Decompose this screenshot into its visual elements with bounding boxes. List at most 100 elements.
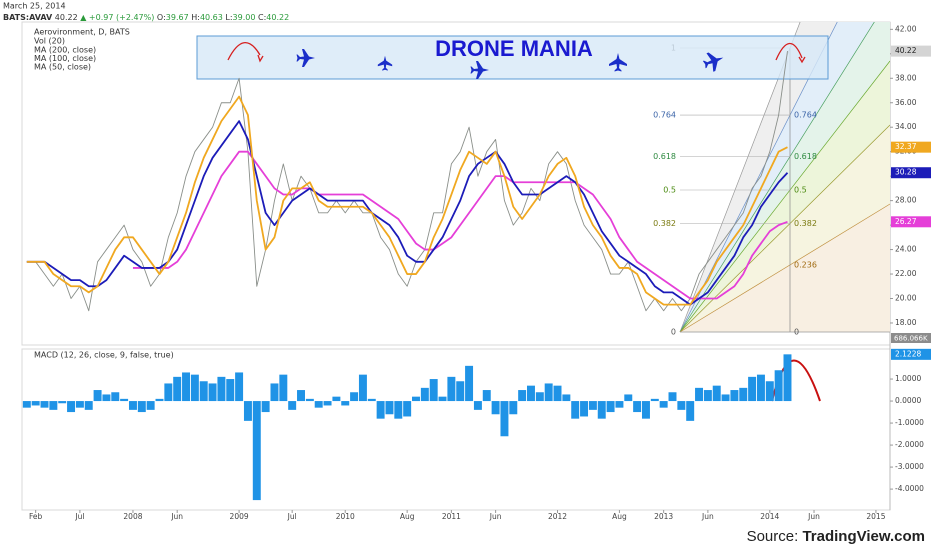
macd-bar bbox=[102, 394, 111, 402]
last-value-label: 32.37 bbox=[895, 142, 917, 151]
macd-bar bbox=[721, 394, 730, 402]
macd-bar bbox=[482, 390, 491, 402]
annotation-arc bbox=[775, 42, 803, 61]
macd-bar bbox=[695, 387, 704, 402]
macd-bar bbox=[730, 390, 739, 402]
macd-bar bbox=[703, 390, 712, 402]
macd-bar bbox=[491, 401, 500, 415]
ohlc-label: L: bbox=[225, 13, 232, 22]
macd-bar bbox=[243, 401, 252, 421]
fib-label: 0.618 bbox=[794, 152, 817, 161]
macd-bar bbox=[93, 390, 102, 402]
last-value-label: 26.27 bbox=[895, 217, 917, 226]
fib-fan bbox=[679, 22, 890, 333]
price-line bbox=[26, 51, 788, 312]
y-tick-label: 28.00 bbox=[895, 196, 917, 205]
volume-badge bbox=[891, 333, 931, 343]
macd-bar bbox=[252, 401, 261, 501]
macd-bar bbox=[438, 396, 447, 402]
macd-bar bbox=[783, 354, 792, 402]
ohlc-value: 39.00 bbox=[233, 13, 256, 22]
last-value-badge bbox=[891, 216, 931, 228]
x-tick-label: 2015 bbox=[866, 512, 885, 521]
macd-bar bbox=[756, 374, 765, 402]
macd-bar bbox=[261, 401, 270, 413]
x-tick-label: 2008 bbox=[123, 512, 142, 521]
volume-last: 686.066K bbox=[894, 335, 928, 343]
macd-bar bbox=[748, 376, 757, 402]
macd-bar bbox=[544, 383, 553, 402]
macd-bar bbox=[774, 370, 783, 402]
macd-bar bbox=[341, 401, 350, 406]
legend-entry: MA (50, close) bbox=[34, 63, 91, 72]
macd-bar bbox=[615, 401, 624, 408]
macd-bar bbox=[84, 401, 93, 410]
macd-bar bbox=[111, 392, 120, 402]
ma-line bbox=[132, 150, 788, 300]
macd-bar bbox=[571, 401, 580, 419]
y-tick-label: -2.0000 bbox=[895, 440, 924, 449]
y-tick-label: 42.00 bbox=[895, 24, 917, 33]
macd-bar bbox=[633, 401, 642, 413]
y-tick-label: 1.0000 bbox=[895, 374, 921, 383]
macd-bar bbox=[217, 376, 226, 402]
macd-bar bbox=[199, 381, 208, 402]
macd-bar bbox=[624, 394, 633, 402]
macd-bar bbox=[22, 401, 31, 408]
macd-bar bbox=[659, 401, 668, 408]
macd-bar bbox=[297, 390, 305, 402]
macd-bar bbox=[473, 401, 482, 410]
fib-label: 0 bbox=[794, 328, 799, 337]
fib-label: 0 bbox=[671, 328, 676, 337]
macd-bar bbox=[686, 401, 695, 421]
ma-line bbox=[26, 120, 789, 306]
fib-label: 0.5 bbox=[663, 186, 676, 195]
macd-bar bbox=[650, 398, 659, 402]
macd-bar bbox=[350, 392, 359, 402]
macd-bar bbox=[456, 381, 465, 402]
x-tick-label: Jun bbox=[701, 512, 714, 521]
macd-bar bbox=[765, 381, 774, 402]
macd-bar bbox=[128, 401, 137, 410]
y-tick-label: -3.0000 bbox=[895, 462, 924, 471]
macd-bar bbox=[182, 372, 191, 402]
fib-label: 0.764 bbox=[653, 111, 676, 120]
macd-bar bbox=[190, 374, 199, 402]
macd-bar bbox=[270, 383, 279, 402]
macd-bar bbox=[332, 396, 341, 402]
macd-bar bbox=[31, 401, 40, 406]
macd-bar bbox=[75, 401, 84, 408]
x-tick-label: 2012 bbox=[548, 512, 567, 521]
macd-bar bbox=[67, 401, 76, 413]
y-tick-label: 18.00 bbox=[895, 318, 917, 327]
macd-bar bbox=[518, 390, 527, 402]
last-value-label: 2.1228 bbox=[895, 349, 921, 358]
symbol: BATS:AVAV bbox=[3, 13, 53, 22]
ohlc-value: 40.22 bbox=[266, 13, 289, 22]
annotation-arrow bbox=[257, 54, 264, 63]
ohlc-value: 40.63 bbox=[200, 13, 223, 22]
macd-bar bbox=[677, 401, 686, 410]
y-tick-label: 38.00 bbox=[895, 73, 917, 82]
header-date: March 25, 2014 bbox=[3, 2, 66, 11]
x-tick-label: Jul bbox=[287, 512, 297, 521]
fib-label: 0.764 bbox=[794, 111, 817, 120]
macd-bar bbox=[412, 396, 420, 402]
y-tick-label: -1.0000 bbox=[895, 418, 924, 427]
macd-bar bbox=[562, 394, 571, 402]
last-value-badge bbox=[891, 141, 931, 153]
y-tick-label: -4.0000 bbox=[895, 484, 924, 493]
macd-bar bbox=[447, 376, 456, 402]
fib-label: 0.236 bbox=[794, 260, 817, 269]
macd-bar bbox=[535, 392, 544, 402]
macd-bar bbox=[668, 392, 677, 402]
macd-bar bbox=[580, 401, 589, 417]
fib-levels: 10.7640.6180.50.38200.7640.6180.50.3820.… bbox=[653, 44, 817, 337]
x-tick-label: Jun bbox=[489, 512, 502, 521]
legend-entry: MA (100, close) bbox=[34, 54, 96, 63]
legend-entry: Aerovironment, D, BATS bbox=[34, 28, 130, 37]
last-value-badge bbox=[891, 45, 931, 57]
macd-bar bbox=[712, 385, 721, 402]
macd-bar bbox=[58, 401, 67, 404]
macd-bar bbox=[305, 398, 314, 402]
